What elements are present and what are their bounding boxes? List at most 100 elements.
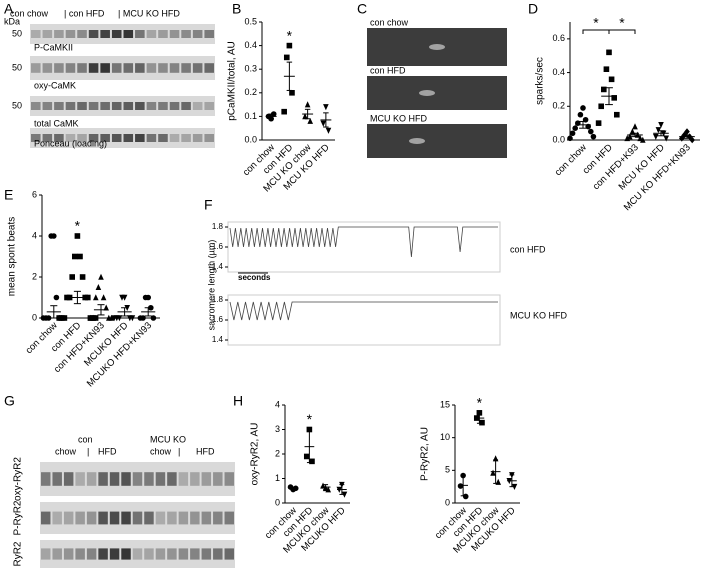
- data-point: [74, 233, 81, 239]
- data-point: [100, 294, 107, 301]
- blot-band: [111, 30, 122, 38]
- blot-band: [31, 102, 41, 110]
- blot-band: [31, 63, 41, 73]
- data-point: [150, 315, 157, 321]
- spark: [419, 90, 435, 96]
- blot-band: [204, 102, 214, 110]
- blot-band: [190, 472, 200, 486]
- blot-band: [86, 548, 97, 560]
- significance: *: [307, 411, 313, 427]
- blot-header: MCU KO: [150, 434, 186, 444]
- blot-band: [75, 472, 85, 486]
- data-point: [93, 294, 99, 301]
- panel-letter: A: [4, 1, 14, 17]
- blot-band: [192, 102, 203, 110]
- data-point: [684, 128, 690, 135]
- confocal-image: [367, 76, 507, 110]
- data-point: [320, 482, 326, 489]
- blot-band: [190, 511, 200, 525]
- data-point: [108, 314, 115, 321]
- blot-band: [63, 472, 74, 486]
- blot-band: [86, 511, 97, 525]
- data-point: [457, 483, 464, 489]
- trace-name: MCU KO HFD: [510, 310, 567, 320]
- data-point: [304, 101, 311, 108]
- blot-band: [109, 511, 120, 525]
- data-point: [142, 294, 149, 301]
- panel-letter: G: [4, 393, 15, 409]
- y-tick-label: 0.0: [244, 134, 257, 144]
- blot-band: [144, 548, 154, 560]
- unit-label: kDa: [4, 16, 20, 26]
- significance: *: [593, 15, 599, 31]
- blot-band: [169, 30, 180, 38]
- blot-band: [77, 134, 87, 142]
- blot-band: [98, 511, 108, 525]
- blot-band: [109, 472, 120, 486]
- blot-label: total CaMK: [34, 118, 79, 128]
- data-point: [658, 122, 664, 129]
- blot-band: [158, 134, 168, 142]
- blot-band: [121, 511, 131, 525]
- y-tick-label: 4: [32, 230, 37, 240]
- data-point: [69, 274, 75, 280]
- blot-group: | MCU KO HFD: [118, 8, 180, 18]
- size-label: 50: [12, 100, 22, 110]
- blot-band: [88, 63, 99, 73]
- data-point: [595, 120, 602, 126]
- blot-band: [63, 511, 74, 525]
- blot: [30, 24, 215, 44]
- blot-band: [42, 134, 53, 142]
- blot-band: [135, 102, 145, 110]
- blot-band: [88, 30, 99, 38]
- y-tick-label: 1.8: [212, 222, 224, 231]
- blot-label: P-CaMKII: [34, 42, 73, 52]
- y-tick-label: 15: [440, 399, 450, 409]
- data-point: [98, 273, 104, 280]
- blot-band: [42, 102, 53, 110]
- data-point: [289, 90, 295, 96]
- y-tick-label: 1.6: [212, 242, 224, 251]
- blot-header: HFD: [196, 446, 215, 456]
- data-point: [479, 419, 485, 426]
- y-axis-label: sacromere length (µm): [206, 240, 216, 331]
- blot-band: [123, 63, 134, 73]
- blot-band: [100, 134, 110, 142]
- blot-header: |: [178, 446, 180, 456]
- image-label: con HFD: [370, 65, 406, 75]
- blot-header: chow: [55, 446, 77, 456]
- blot-band: [155, 548, 166, 560]
- y-tick-label: 1.4: [212, 262, 224, 271]
- data-point: [137, 315, 144, 321]
- blot-band: [77, 63, 87, 73]
- confocal-image: [367, 124, 507, 158]
- blot-band: [98, 548, 108, 560]
- blot-band: [109, 548, 120, 560]
- blot-band: [63, 548, 74, 560]
- blot-band: [52, 548, 62, 560]
- blot-band: [204, 63, 214, 73]
- blot-band: [135, 63, 145, 73]
- blot-band: [190, 548, 200, 560]
- data-point: [87, 314, 94, 321]
- data-point: [95, 283, 102, 291]
- image-label: con chow: [370, 17, 409, 27]
- data-point: [614, 111, 620, 118]
- trace-name: con HFD: [510, 244, 546, 254]
- blot-band: [54, 102, 64, 110]
- blot-band: [88, 102, 99, 110]
- blot-label: Ponceau (loading): [34, 138, 107, 148]
- data-point: [119, 294, 125, 301]
- blot-band: [123, 30, 134, 38]
- y-axis-label: pCaMKII/total, AU: [227, 41, 238, 120]
- data-point: [608, 76, 615, 83]
- y-tick-label: 0.4: [244, 40, 257, 50]
- y-tick-label: 0.1: [244, 111, 257, 121]
- blot-band: [42, 63, 53, 73]
- blot-band: [111, 102, 122, 110]
- blot-band: [146, 102, 157, 110]
- data-point: [309, 458, 315, 465]
- blot-band: [52, 472, 62, 486]
- scale-bar-label: seconds: [238, 273, 271, 282]
